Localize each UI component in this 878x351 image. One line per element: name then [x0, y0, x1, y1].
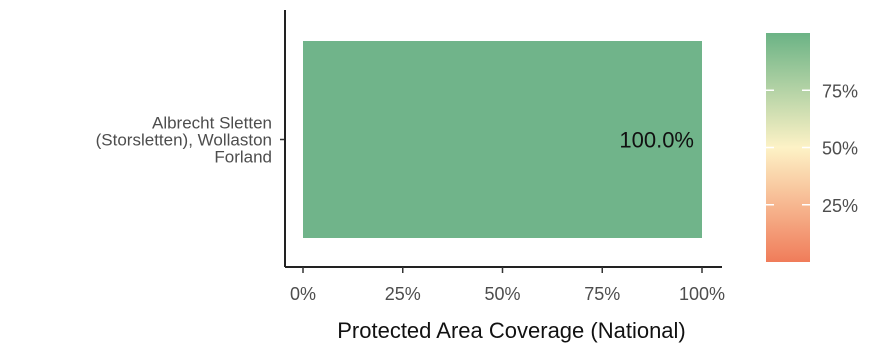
data-label: 100.0% — [619, 128, 694, 153]
x-axis-title: Protected Area Coverage (National) — [337, 318, 686, 343]
x-tick-label: 100% — [679, 284, 725, 304]
category-label: Albrecht Sletten — [152, 114, 272, 133]
colorbar-tick-label: 75% — [822, 81, 858, 101]
x-tick-label: 0% — [290, 284, 316, 304]
x-tick-label: 75% — [584, 284, 620, 304]
category-label: Forland — [214, 148, 272, 167]
x-tick-label: 25% — [385, 284, 421, 304]
bar — [303, 41, 702, 238]
category-label: (Storsletten), Wollaston — [96, 131, 272, 150]
colorbar-tick-label: 25% — [822, 196, 858, 216]
colorbar-tick-label: 50% — [822, 139, 858, 159]
x-tick-label: 50% — [484, 284, 520, 304]
